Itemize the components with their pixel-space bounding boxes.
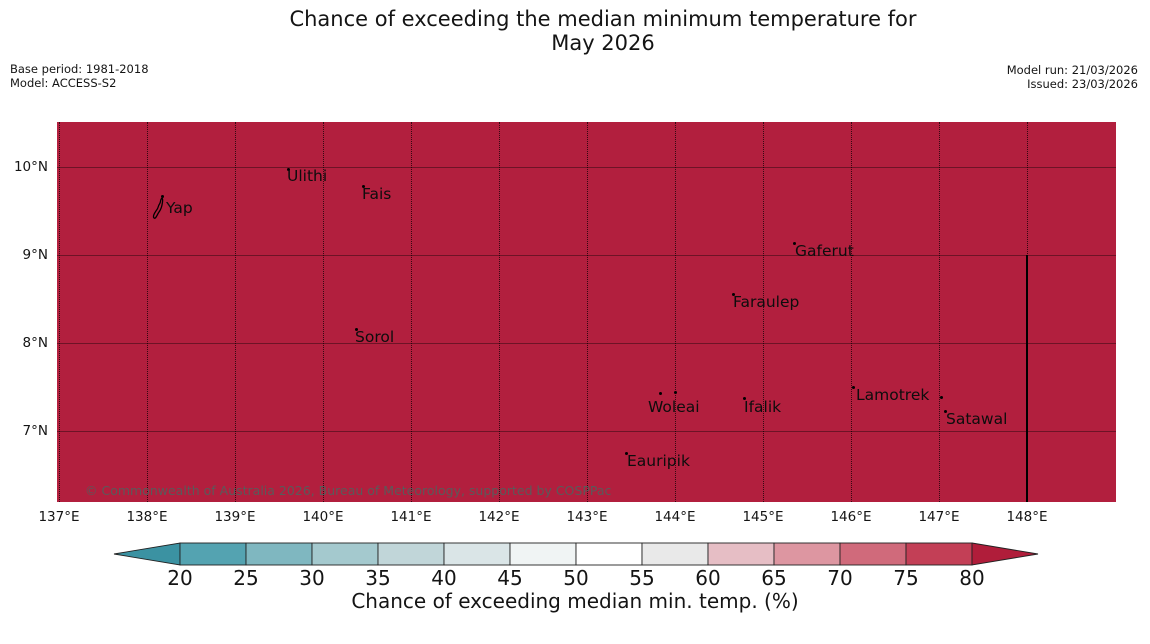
meridian-140°E (323, 122, 324, 502)
meridian-137°E (59, 122, 60, 502)
colorbar-segment-50-55 (575, 542, 643, 566)
run-info: Model run: 21/03/2026 Issued: 23/03/2026 (1006, 63, 1138, 91)
colorbar-tick-80: 80 (959, 566, 985, 590)
meridian-144°E (675, 122, 676, 502)
model-info: Base period: 1981-2018 Model: ACCESS-S2 (10, 62, 149, 90)
page-title-line1: Chance of exceeding the median minimum t… (289, 7, 917, 31)
model-label: Model: ACCESS-S2 (10, 75, 117, 90)
parallel-10°N (57, 167, 1116, 168)
woleai-marker-dot (659, 392, 662, 395)
colorbar-tick-35: 35 (365, 566, 391, 590)
base-period-label: Base period: 1981-2018 (10, 62, 149, 76)
ytick-8°N: 8°N (22, 335, 48, 351)
ytick-10°N: 10°N (13, 159, 48, 175)
xtick-145°E: 145°E (742, 509, 784, 525)
island-label-gaferut: Gaferut (795, 242, 854, 260)
colorbar-segment-60-65 (707, 542, 775, 566)
xtick-143°E: 143°E (566, 509, 608, 525)
colorbar-segment-20-25 (179, 542, 247, 566)
colorbar-segment-45-50 (509, 542, 577, 566)
colorbar-tick-45: 45 (497, 566, 523, 590)
colorbar-tick-60: 60 (695, 566, 721, 590)
state-boundary-line (1026, 255, 1028, 502)
unnamed-islet-marker-dot (940, 396, 943, 399)
colorbar-segment-30-35 (311, 542, 379, 566)
model-run-label: Model run: 21/03/2026 (1006, 63, 1138, 77)
meridian-142°E (499, 122, 500, 502)
island-label-ulithi: Ulithi (287, 167, 328, 185)
meridian-146°E (851, 122, 852, 502)
colorbar-tick-75: 75 (893, 566, 919, 590)
xtick-140°E: 140°E (302, 509, 344, 525)
colorbar-segment-65-70 (773, 542, 841, 566)
meridian-145°E (763, 122, 764, 502)
gaferut-marker-dot (793, 242, 796, 245)
island-label-yap: Yap (166, 199, 193, 217)
meridian-139°E (235, 122, 236, 502)
xtick-146°E: 146°E (830, 509, 872, 525)
colorbar-tick-55: 55 (629, 566, 655, 590)
lamotrek-marker-dot (852, 386, 855, 389)
ifalik-marker-dot (743, 397, 746, 400)
parallel-9°N (57, 255, 1116, 256)
page-title: Chance of exceeding the median minimum t… (28, 7, 1150, 55)
colorbar-segment-25-30 (245, 542, 313, 566)
xtick-142°E: 142°E (478, 509, 520, 525)
colorbar-tick-70: 70 (827, 566, 853, 590)
meridian-143°E (587, 122, 588, 502)
island-label-fais: Fais (362, 185, 392, 203)
fais-marker-dot (362, 185, 365, 188)
ytick-9°N: 9°N (22, 247, 48, 263)
faraulep-marker-dot (732, 293, 735, 296)
woleai-marker-dot (674, 391, 677, 394)
island-label-eauripik: Eauripik (627, 452, 690, 470)
colorbar-segment-75-80 (905, 542, 973, 566)
colorbar-segment-35-40 (377, 542, 445, 566)
colorbar-gradient (113, 542, 1039, 566)
page-title-line2: May 2026 (551, 31, 655, 55)
xtick-147°E: 147°E (918, 509, 960, 525)
island-label-woleai: Woleai (648, 398, 700, 416)
colorbar-tick-25: 25 (233, 566, 259, 590)
colorbar-tick-30: 30 (299, 566, 325, 590)
xtick-137°E: 137°E (38, 509, 80, 525)
eauripik-marker-dot (625, 452, 628, 455)
colorbar-segment-40-45 (443, 542, 511, 566)
island-label-sorol: Sorol (355, 328, 395, 346)
xtick-144°E: 144°E (654, 509, 696, 525)
colorbar-tick-65: 65 (761, 566, 787, 590)
yap-island-outline-icon (150, 197, 166, 220)
island-label-satawal: Satawal (946, 410, 1008, 428)
colorbar-right-arrow (971, 542, 1039, 566)
meridian-138°E (147, 122, 148, 502)
island-label-ifalik: Ifalik (744, 398, 782, 416)
colorbar-tick-40: 40 (431, 566, 457, 590)
ytick-7°N: 7°N (22, 423, 48, 439)
ulithi-marker-dot (287, 168, 290, 171)
copyright-text: © Commonwealth of Australia 2026, Bureau… (85, 483, 612, 498)
parallel-7°N (57, 431, 1116, 432)
issued-label: Issued: 23/03/2026 (1027, 76, 1138, 91)
parallel-8°N (57, 343, 1116, 344)
colorbar-label: Chance of exceeding median min. temp. (%… (351, 589, 799, 613)
colorbar-left-arrow (113, 542, 181, 566)
meridian-141°E (411, 122, 412, 502)
xtick-141°E: 141°E (390, 509, 432, 525)
xtick-148°E: 148°E (1006, 509, 1048, 525)
meridian-147°E (939, 122, 940, 502)
colorbar-tick-20: 20 (167, 566, 193, 590)
island-label-lamotrek: Lamotrek (856, 386, 930, 404)
forecast-map: Yap Ulithi Fais Sorol Gaferut Faraulep Woleai I… (57, 122, 1116, 502)
satawal-marker-dot (944, 410, 947, 413)
island-label-faraulep: Faraulep (733, 293, 800, 311)
sorol-marker-dot (355, 328, 358, 331)
xtick-138°E: 138°E (126, 509, 168, 525)
yap-marker-dot (161, 195, 164, 198)
xtick-139°E: 139°E (214, 509, 256, 525)
colorbar-segment-55-60 (641, 542, 709, 566)
colorbar-segment-70-75 (839, 542, 907, 566)
colorbar-tick-50: 50 (563, 566, 589, 590)
